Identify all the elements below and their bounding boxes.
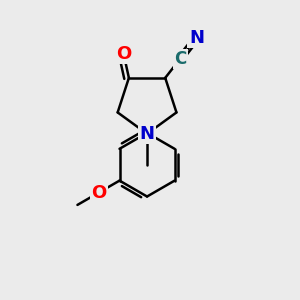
Text: C: C (174, 50, 186, 68)
Text: O: O (91, 184, 106, 202)
Text: N: N (140, 125, 154, 143)
Text: N: N (189, 29, 204, 47)
Text: O: O (116, 45, 131, 63)
